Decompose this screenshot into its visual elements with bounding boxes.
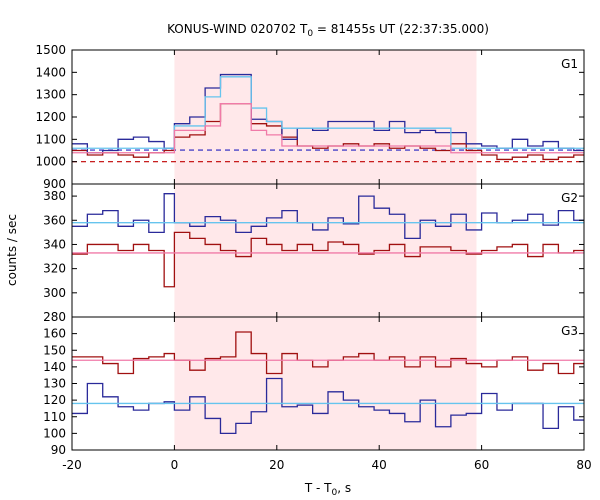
y-tick-label: 340 bbox=[43, 237, 66, 251]
x-tick-label: 0 bbox=[171, 458, 179, 472]
panel-label: G3 bbox=[561, 324, 578, 338]
y-tick-label: 140 bbox=[43, 360, 66, 374]
y-tick-label: 110 bbox=[43, 410, 66, 424]
panel-g1-series-2 bbox=[72, 76, 584, 149]
x-axis-label-prefix: T - T bbox=[304, 481, 332, 495]
panel-g2-series-0 bbox=[72, 193, 584, 240]
panels-layer: 900100011001200130014001500G128030032034… bbox=[35, 43, 591, 472]
y-tick-label: 1400 bbox=[35, 65, 66, 79]
y-tick-label: 300 bbox=[43, 286, 66, 300]
y-tick-label: 1100 bbox=[35, 132, 66, 146]
panel-label: G1 bbox=[561, 57, 578, 71]
y-tick-label: 130 bbox=[43, 377, 66, 391]
x-tick-label: 20 bbox=[269, 458, 284, 472]
x-axis-label: T - T0, s bbox=[304, 481, 351, 498]
y-tick-label: 1500 bbox=[35, 43, 66, 57]
y-tick-label: 1000 bbox=[35, 155, 66, 169]
y-axis-label: counts / sec bbox=[5, 214, 19, 286]
y-tick-label: 280 bbox=[43, 310, 66, 324]
y-tick-label: 150 bbox=[43, 343, 66, 357]
chart-title-prefix: KONUS-WIND 020702 T bbox=[167, 22, 308, 36]
chart-title: KONUS-WIND 020702 T0 = 81455s UT (22:37:… bbox=[167, 22, 489, 39]
x-tick-label: 60 bbox=[474, 458, 489, 472]
chart-title-suffix: = 81455s UT (22:37:35.000) bbox=[313, 22, 489, 36]
y-tick-label: 380 bbox=[43, 189, 66, 203]
y-tick-label: 360 bbox=[43, 213, 66, 227]
chart-title-subscript: 0 bbox=[307, 29, 313, 39]
y-tick-label: 120 bbox=[43, 393, 66, 407]
panel-g1-series-3 bbox=[72, 102, 584, 154]
y-tick-label: 90 bbox=[51, 443, 66, 457]
y-tick-label: 160 bbox=[43, 327, 66, 341]
panel-label: G2 bbox=[561, 191, 578, 205]
y-tick-label: 320 bbox=[43, 262, 66, 276]
panel-g3: 90 100 110 120 130 140 150 160 G3 bbox=[43, 316, 585, 457]
y-tick-label: 900 bbox=[43, 177, 66, 191]
panel-g1: 900 1000 1100 1200 1300 1400 1500 G1 bbox=[35, 43, 585, 191]
y-tick-label: 1200 bbox=[35, 110, 66, 124]
x-tick-label: 80 bbox=[576, 458, 591, 472]
x-axis-label-subscript: 0 bbox=[332, 488, 338, 498]
panel-g2: 280 300 320 340 360 380 G2 bbox=[43, 183, 585, 324]
y-tick-label: 1300 bbox=[35, 88, 66, 102]
panel-g2-series-1 bbox=[72, 231, 584, 288]
x-tick-label: 40 bbox=[372, 458, 387, 472]
y-tick-label: 100 bbox=[43, 426, 66, 440]
x-axis-label-suffix: , s bbox=[337, 481, 351, 495]
x-tick-label: -20 bbox=[62, 458, 82, 472]
